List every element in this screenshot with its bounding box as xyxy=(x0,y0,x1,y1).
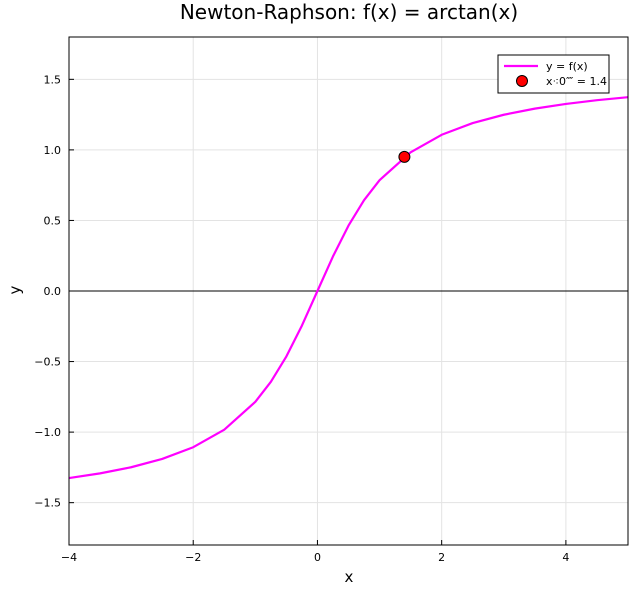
x-ticks: −4 −2 0 2 4 xyxy=(61,540,569,564)
y-axis-label: y xyxy=(6,285,24,294)
y-tick-label: −1.5 xyxy=(34,497,61,510)
y-tick-label: 1.0 xyxy=(44,144,62,157)
initial-guess-point xyxy=(398,150,411,163)
y-ticks: −1.5 −1.0 −0.5 0.0 0.5 1.0 1.5 xyxy=(34,73,74,510)
y-tick-label: 0.5 xyxy=(44,214,62,227)
legend-label: y = f(x) xyxy=(546,60,588,73)
x-tick-label: −4 xyxy=(61,551,77,564)
legend: y = f(x) x⁖0⁗ = 1.4 xyxy=(497,54,610,94)
legend-marker-swatch xyxy=(516,75,528,87)
y-tick-label: 0.0 xyxy=(44,285,62,298)
y-tick-label: −0.5 xyxy=(34,356,61,369)
legend-box xyxy=(497,54,610,94)
x-axis-label: x xyxy=(345,568,354,586)
plot-area xyxy=(68,96,629,480)
series-line-f xyxy=(68,96,629,480)
y-tick-label: 1.5 xyxy=(44,73,62,86)
y-tick-label: −1.0 xyxy=(34,426,61,439)
chart-title: Newton-Raphson: f(x) = arctan(x) xyxy=(180,0,518,24)
x-tick-label: 4 xyxy=(562,551,569,564)
x-tick-label: 2 xyxy=(438,551,445,564)
x-tick-label: 0 xyxy=(314,551,321,564)
legend-label: x⁖0⁗ = 1.4 xyxy=(546,75,607,88)
x-tick-label: −2 xyxy=(185,551,201,564)
